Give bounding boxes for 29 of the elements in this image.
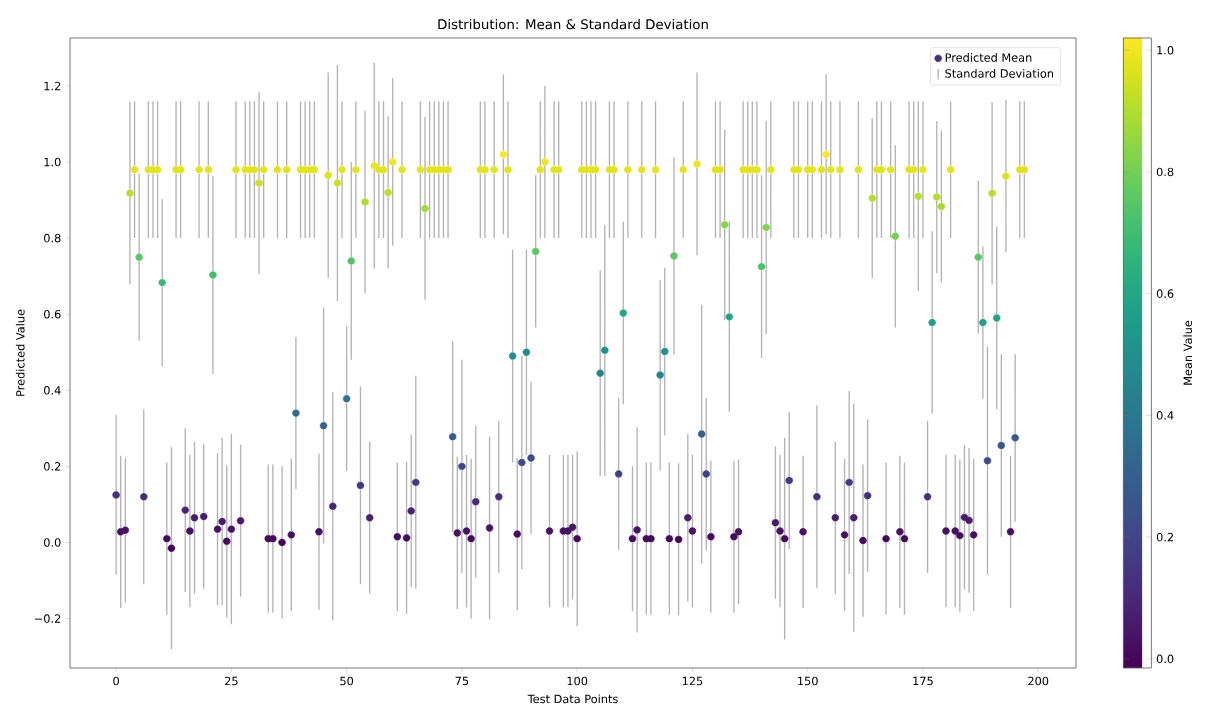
y-tick-label: 0.8 [44, 233, 61, 243]
y-axis-title: Predicted Value [15, 309, 25, 396]
y-tick-label: 1.0 [44, 157, 61, 167]
y-tick-label: 0.0 [44, 538, 61, 547]
color-bar-title: Mean Value [1183, 320, 1193, 385]
color-bar-label: 1.0 [1157, 45, 1174, 55]
color-bar-label: 0.0 [1156, 654, 1174, 664]
x-tick-label: 150 [798, 676, 818, 686]
y-tick-label: 0.4 [44, 386, 61, 395]
y-tick-label: −0.2 [34, 614, 61, 623]
x-tick-label: 200 [1028, 676, 1049, 686]
annotation: Standard Deviation [945, 68, 1054, 78]
x-tick-label: 75 [455, 676, 469, 686]
x-tick-label: 100 [567, 676, 588, 686]
color-bar-label: 0.8 [1156, 167, 1174, 177]
x-axis-title: Test Data Points [527, 694, 618, 704]
y-tick-label: 0.6 [44, 309, 61, 319]
color-bar-label: 0.2 [1156, 532, 1173, 542]
chart-title: Distribution: Mean & Standard Deviation [438, 18, 708, 30]
x-tick-label: 25 [224, 676, 238, 686]
color-bar-label: 0.6 [1156, 289, 1174, 298]
legend-label: Predicted Mean [945, 53, 1032, 62]
x-tick-label: 175 [913, 676, 933, 686]
y-tick-label: 1.2 [44, 81, 61, 91]
x-tick-label: 125 [682, 676, 703, 686]
color-bar-label: 0.4 [1156, 411, 1174, 420]
y-tick-label: 0.2 [44, 462, 61, 471]
x-tick-label: 0 [113, 676, 119, 686]
x-tick-label: 50 [340, 676, 354, 686]
